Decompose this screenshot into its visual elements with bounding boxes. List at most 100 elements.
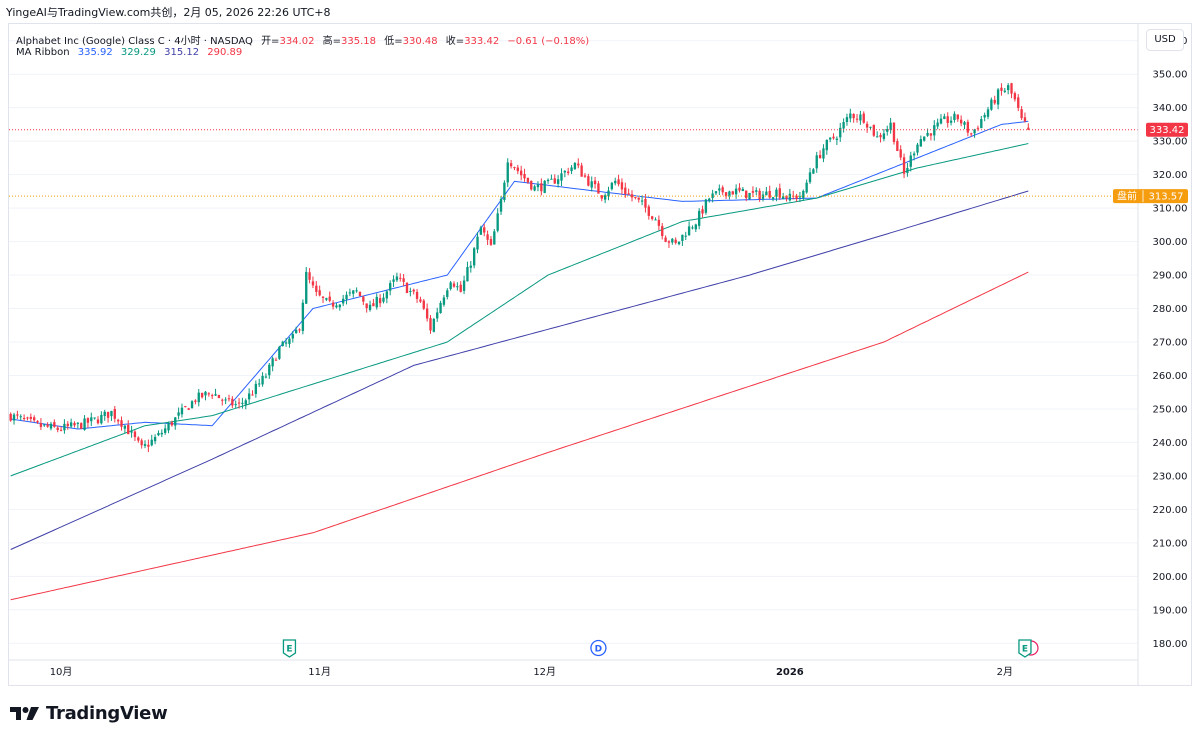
candle-body [815, 155, 818, 169]
candle [301, 299, 305, 335]
candle-body [197, 392, 200, 403]
candle [859, 110, 862, 125]
candle [825, 139, 828, 155]
candle-body [634, 196, 637, 198]
candle-body [96, 419, 100, 424]
candle [580, 162, 583, 177]
candle [550, 174, 553, 180]
candle-body [563, 170, 567, 173]
candle-body [785, 195, 788, 199]
candle-body [654, 219, 657, 221]
candle [593, 176, 597, 189]
candle [822, 144, 825, 163]
candle-body [335, 305, 338, 308]
candle [520, 165, 523, 181]
candle [583, 173, 587, 178]
candle [365, 303, 368, 313]
candle [815, 151, 818, 173]
candle-body [378, 298, 382, 304]
candle-body [368, 304, 372, 310]
candle [610, 181, 614, 191]
candle-body [311, 281, 315, 286]
candle-body [261, 375, 264, 385]
candle [264, 373, 268, 379]
dividend-event-icon[interactable]: D [590, 639, 607, 657]
candle [738, 183, 741, 193]
ma-ribbon-legend[interactable]: MA Ribbon 335.92 329.29 315.12 290.89 [16, 47, 247, 58]
price-tick-label: 260.00 [1153, 371, 1188, 382]
candle-body [530, 180, 533, 190]
time-tick-label: 11月 [308, 666, 331, 678]
candle-body [540, 183, 543, 192]
candle [798, 191, 802, 203]
candle [412, 288, 415, 295]
candle-body [650, 216, 654, 219]
candle-body [630, 194, 634, 198]
earnings-event-icon[interactable]: E [1018, 639, 1039, 658]
candle-body [409, 291, 412, 293]
candle [375, 293, 378, 310]
candle-body [560, 173, 563, 181]
candle [415, 289, 419, 303]
candle-body [996, 89, 1000, 105]
candle [315, 281, 318, 297]
candle-body [258, 383, 261, 385]
candle-body [724, 192, 728, 197]
price-tick-label: 280.00 [1153, 304, 1188, 315]
tradingview-footer[interactable]: TradingView [10, 701, 168, 725]
candle [842, 118, 845, 133]
candle [1003, 87, 1006, 94]
last-price-tag [1146, 122, 1188, 137]
candle [241, 397, 244, 409]
candle-body [43, 424, 46, 426]
candle-body [493, 231, 496, 245]
candle-body [419, 299, 422, 302]
candle-body [93, 417, 96, 419]
candle [466, 261, 469, 282]
candle [106, 411, 110, 423]
candle-body [177, 412, 180, 416]
candle-body [53, 422, 56, 427]
candle [953, 111, 956, 123]
candle [533, 184, 536, 192]
candle-body [224, 399, 227, 401]
candle [681, 234, 684, 246]
candle-body [123, 425, 127, 429]
candle-body [33, 417, 36, 421]
candle [335, 302, 338, 309]
candle-body [318, 290, 321, 296]
earnings-event-icon[interactable]: E [282, 639, 297, 658]
candle [345, 291, 348, 305]
candle [177, 407, 180, 420]
candle-body [355, 290, 358, 292]
candle-body [237, 402, 241, 404]
candle [321, 296, 325, 304]
ma2-value: 329.29 [120, 47, 156, 58]
candle [1027, 123, 1030, 131]
candle-body [822, 148, 825, 159]
candle [29, 413, 33, 423]
candle [96, 416, 100, 425]
candle [247, 388, 251, 404]
candle [906, 163, 909, 177]
candle [221, 398, 224, 406]
candle-body [1010, 83, 1013, 94]
candle-body [39, 423, 43, 427]
candle [184, 405, 187, 408]
ma-ribbon-label[interactable]: MA Ribbon [16, 47, 70, 58]
candle [506, 158, 509, 187]
candle [724, 192, 728, 199]
candle [677, 241, 681, 246]
currency-button[interactable]: USD [1146, 29, 1184, 51]
symbol-title[interactable]: Alphabet Inc (Google) Class C · 4小时 · NA… [16, 36, 253, 47]
candle-body [315, 285, 318, 292]
candle-body [788, 193, 792, 201]
candle-body [442, 297, 446, 305]
candle-body [352, 290, 355, 294]
candle-body [321, 296, 325, 298]
ma3-value: 315.12 [164, 47, 200, 58]
candle-body [281, 341, 284, 346]
candle [1013, 91, 1017, 102]
candle [597, 180, 600, 194]
